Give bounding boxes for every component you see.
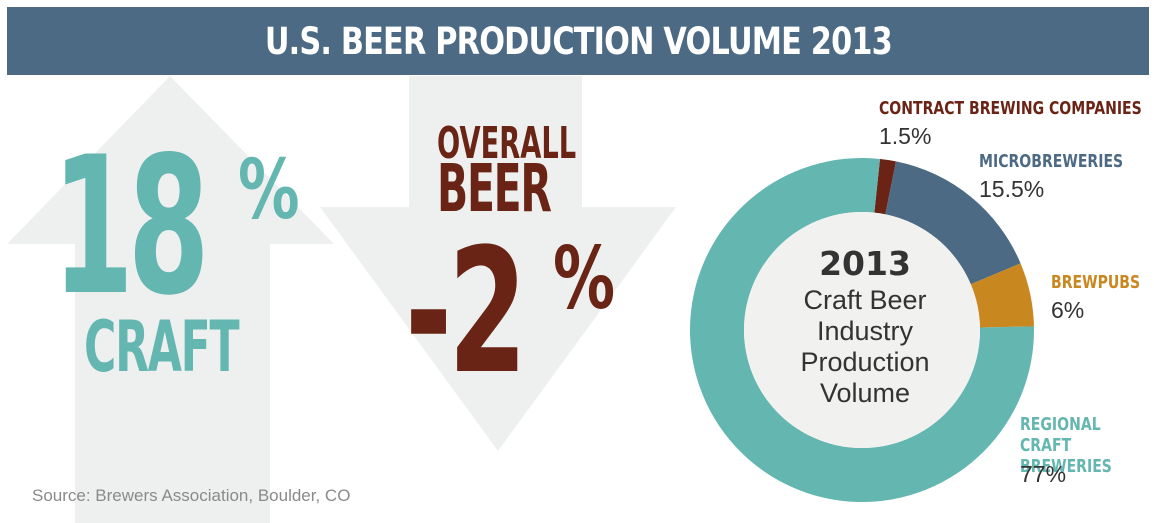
craft-label: CRAFT [84,306,240,388]
donut-slice-2 [970,263,1034,328]
slice-value-micro: 15.5% [979,176,1045,202]
title-banner: U.S. BEER PRODUCTION VOLUME 2013 [7,7,1149,75]
slice-label-regional-text: REGIONAL CRAFT BREWERIES [1020,414,1112,477]
slice-value-contract: 1.5% [879,123,932,149]
craft-growth-percent-sign: % [238,143,300,238]
overall-change-value: -2 [405,211,527,412]
slice-label-micro: MICROBREWERIES [979,151,1124,172]
donut-center [744,212,980,448]
overall-change-percent-sign: % [553,229,616,329]
page-title: U.S. BEER PRODUCTION VOLUME 2013 [264,19,892,63]
donut-center-year: 2013 [819,244,911,283]
overall-label-line2: BEER [437,150,552,227]
slice-label-brewpubs: BREWPUBS [1051,272,1141,293]
donut-slice-0 [874,158,896,215]
donut-center-caption: Craft Beer Industry Production Volume [800,285,930,408]
donut-slice-1 [885,161,1021,285]
craft-growth-value: 18 [52,116,210,337]
source-note: Source: Brewers Association, Boulder, CO [32,486,351,505]
slice-value-brewpubs: 6% [1051,297,1085,323]
slice-label-regional: REGIONAL CRAFT BREWERIES [1020,414,1137,477]
slice-value-regional: 77% [1020,461,1067,487]
slice-label-contract: CONTRACT BREWING COMPANIES [879,98,1142,119]
overall-label-line1: OVERALL [437,118,577,169]
donut-slice-3 [690,158,1034,503]
